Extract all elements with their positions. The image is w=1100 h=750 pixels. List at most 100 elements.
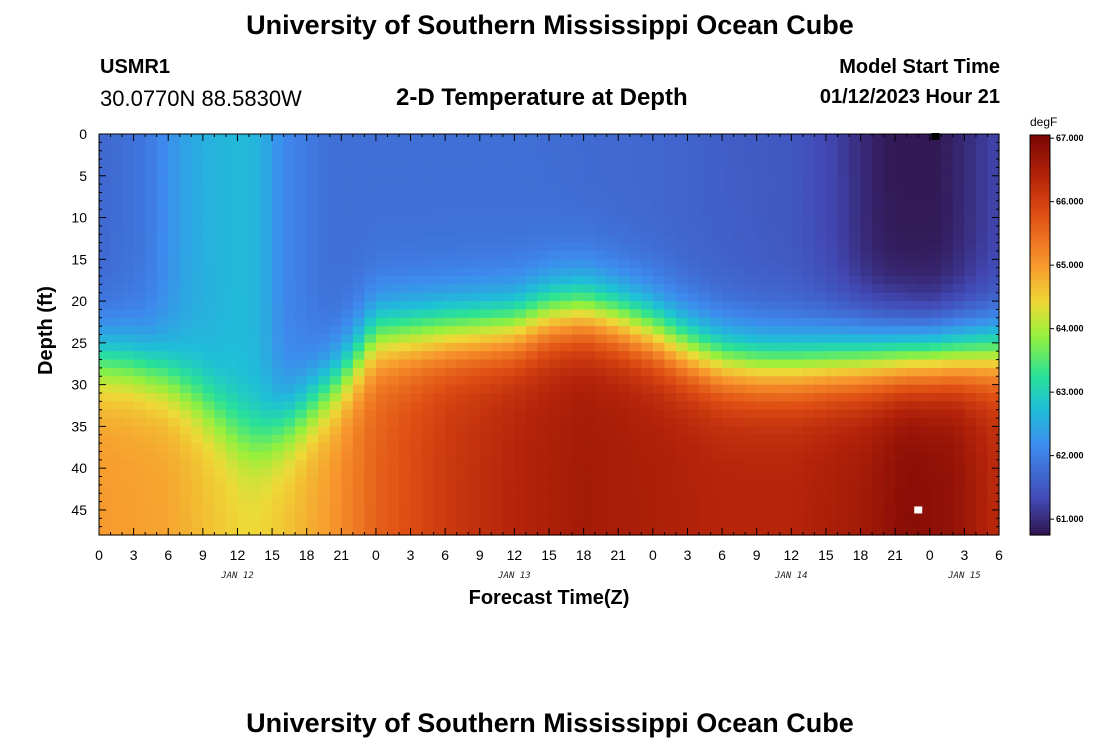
heatmap-cell (664, 317, 677, 327)
heatmap-cell (560, 150, 573, 160)
heatmap-cell (687, 392, 700, 402)
heatmap-cell (156, 150, 169, 160)
heatmap-cell (306, 484, 319, 494)
heatmap-cell (283, 276, 296, 285)
heatmap-cell (733, 351, 746, 361)
heatmap-cell (964, 301, 977, 311)
heatmap-cell (849, 526, 862, 536)
heatmap-cell (964, 200, 977, 210)
heatmap-cell (445, 484, 458, 494)
heatmap-cell (837, 493, 850, 503)
heatmap-cell (456, 301, 469, 311)
heatmap-cell (191, 384, 204, 394)
heatmap-cell (99, 225, 112, 235)
heatmap-cell (122, 518, 135, 528)
heatmap-cell (306, 451, 319, 461)
heatmap-cell (837, 434, 850, 444)
heatmap-cell (491, 409, 504, 419)
heatmap-cell (387, 267, 400, 277)
heatmap-cell (768, 384, 781, 394)
heatmap-cell (364, 443, 377, 453)
heatmap-cell (525, 159, 539, 169)
heatmap-cell (168, 526, 181, 536)
heatmap-cell (410, 326, 423, 336)
colorbar-segment (1030, 147, 1050, 152)
heatmap-cell (941, 384, 954, 394)
heatmap-cell (491, 342, 504, 352)
heatmap-cell (272, 250, 285, 260)
heatmap-cell (849, 426, 862, 436)
heatmap-cell (295, 167, 308, 177)
heatmap-cell (745, 493, 758, 503)
heatmap-cell (375, 159, 389, 169)
heatmap-cell (133, 225, 146, 235)
y-tick-label: 0 (79, 126, 87, 142)
heatmap-cell (860, 225, 873, 235)
heatmap-cell (710, 526, 723, 536)
heatmap-cell (156, 434, 169, 444)
heatmap-cell (318, 225, 331, 235)
heatmap-cell (202, 384, 215, 394)
heatmap-cell (652, 167, 665, 177)
heatmap-cell (895, 459, 908, 469)
heatmap-cell (572, 384, 585, 394)
heatmap-cell (99, 326, 112, 336)
heatmap-cell (837, 134, 850, 143)
heatmap-cell (525, 267, 539, 277)
heatmap-cell (110, 434, 123, 444)
heatmap-cell (468, 192, 481, 202)
heatmap-cell (364, 367, 377, 377)
heatmap-cell (906, 367, 919, 377)
heatmap-cell (549, 493, 562, 503)
heatmap-cell (583, 468, 596, 478)
heatmap-cell (283, 292, 296, 302)
heatmap-cell (479, 225, 492, 235)
heatmap-cell (468, 134, 481, 143)
heatmap-cell (399, 493, 412, 503)
heatmap-cell (179, 192, 192, 202)
heatmap-cell (341, 484, 354, 494)
heatmap-cell (837, 468, 850, 478)
heatmap-cell (422, 159, 435, 169)
heatmap-cell (641, 409, 654, 419)
heatmap-cell (122, 234, 135, 244)
heatmap-cell (745, 309, 758, 319)
heatmap-cell (618, 518, 631, 528)
heatmap-cell (168, 250, 181, 260)
colorbar-segment (1030, 471, 1050, 476)
heatmap-cell (699, 501, 712, 511)
y-tick-label: 35 (71, 418, 87, 434)
heatmap-cell (618, 334, 631, 344)
heatmap-cell (814, 468, 827, 478)
heatmap-cell (987, 326, 1000, 336)
heatmap-cell (399, 367, 412, 377)
heatmap-cell (352, 150, 365, 160)
heatmap-cell (191, 518, 204, 528)
heatmap-cell (272, 200, 285, 210)
heatmap-cell (791, 276, 804, 285)
heatmap-cell (987, 284, 1000, 294)
heatmap-cell (883, 267, 896, 277)
heatmap-cell (687, 217, 700, 227)
heatmap-cell (468, 184, 481, 194)
heatmap-cell (722, 451, 735, 461)
heatmap-cell (502, 192, 515, 202)
heatmap-cell (479, 468, 492, 478)
heatmap-cell (341, 426, 354, 436)
heatmap-cell (283, 175, 296, 185)
date-label: JAN 15 (947, 571, 981, 581)
heatmap-cell (133, 501, 146, 511)
heatmap-cell (318, 142, 331, 152)
colorbar-segment (1030, 319, 1050, 324)
heatmap-cell (664, 376, 677, 386)
heatmap-cell (375, 259, 389, 269)
heatmap-cell (110, 484, 123, 494)
heatmap-cell (883, 409, 896, 419)
heatmap-cell (975, 225, 989, 235)
heatmap-cell (941, 142, 954, 152)
heatmap-cell (583, 501, 596, 511)
heatmap-cell (583, 200, 596, 210)
heatmap-cell (710, 509, 723, 519)
heatmap-cell (641, 376, 654, 386)
heatmap-cell (756, 351, 769, 361)
